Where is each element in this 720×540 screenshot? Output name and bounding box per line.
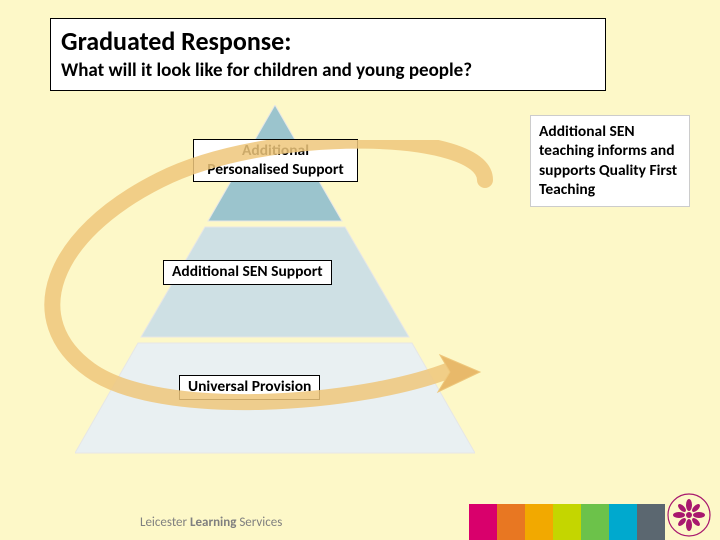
logo-flower <box>673 499 705 531</box>
tier-top-label: AdditionalPersonalised Support <box>193 139 358 182</box>
stripe-1 <box>497 504 525 540</box>
footer-text: Leicester Learning Services <box>140 515 282 530</box>
stripe-2 <box>525 504 553 540</box>
header-box: Graduated Response: What will it look li… <box>50 18 606 91</box>
slide-title: Graduated Response: <box>61 25 595 57</box>
council-logo-icon <box>666 492 712 538</box>
stripe-6 <box>637 504 665 540</box>
stripe-5 <box>609 504 637 540</box>
sidebar-annotation: Additional SEN teaching informs and supp… <box>530 115 690 207</box>
stripe-0 <box>469 504 497 540</box>
tier-middle-label: Additional SEN Support <box>163 260 332 285</box>
pyramid-diagram: AdditionalPersonalised Support Additiona… <box>75 105 475 455</box>
slide-subtitle: What will it look like for children and … <box>61 59 595 82</box>
footer: Leicester Learning Services LLS <box>0 504 720 540</box>
tier-bottom-label: Universal Provision <box>179 375 320 400</box>
stripe-3 <box>553 504 581 540</box>
footer-stripes <box>469 504 665 540</box>
stripe-4 <box>581 504 609 540</box>
